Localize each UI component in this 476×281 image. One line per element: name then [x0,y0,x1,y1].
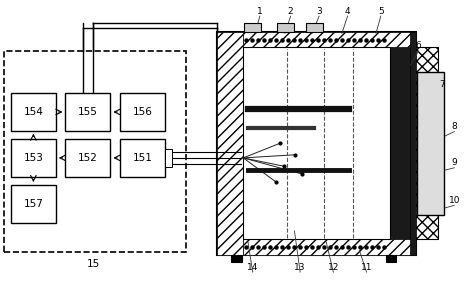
Text: 4: 4 [344,7,350,16]
Bar [385,255,395,262]
Text: 157: 157 [23,199,43,209]
Text: 152: 152 [78,153,98,163]
Text: 12: 12 [327,262,338,272]
Text: 13: 13 [294,262,305,272]
Bar [277,23,294,32]
Bar [165,149,171,167]
Text: 3: 3 [316,7,321,16]
Bar [119,93,165,131]
Bar [11,93,56,131]
Text: 15: 15 [87,259,100,269]
Text: 6: 6 [415,41,421,50]
Text: 9: 9 [450,158,456,167]
Text: 10: 10 [447,196,459,205]
Bar [217,32,243,255]
Text: 151: 151 [132,153,152,163]
Bar [217,32,416,255]
Bar [11,185,56,223]
Bar [243,239,416,255]
Bar [243,32,416,47]
Text: 1: 1 [257,7,262,16]
Text: 14: 14 [247,262,258,272]
Bar [411,47,437,239]
Bar [4,51,186,252]
Text: 155: 155 [78,107,98,117]
Bar [416,72,443,214]
Text: 153: 153 [23,153,43,163]
Text: 11: 11 [360,262,371,272]
Bar [244,23,261,32]
Bar [243,47,389,239]
Text: 5: 5 [377,7,383,16]
Bar [65,139,110,177]
Bar [409,32,416,255]
Text: 156: 156 [132,107,152,117]
Text: 8: 8 [450,122,456,131]
Text: 154: 154 [23,107,43,117]
Bar [119,139,165,177]
Bar [305,23,322,32]
Bar [65,93,110,131]
Bar [11,139,56,177]
Bar [231,255,241,262]
Text: 7: 7 [438,80,445,89]
Text: 2: 2 [287,7,293,16]
